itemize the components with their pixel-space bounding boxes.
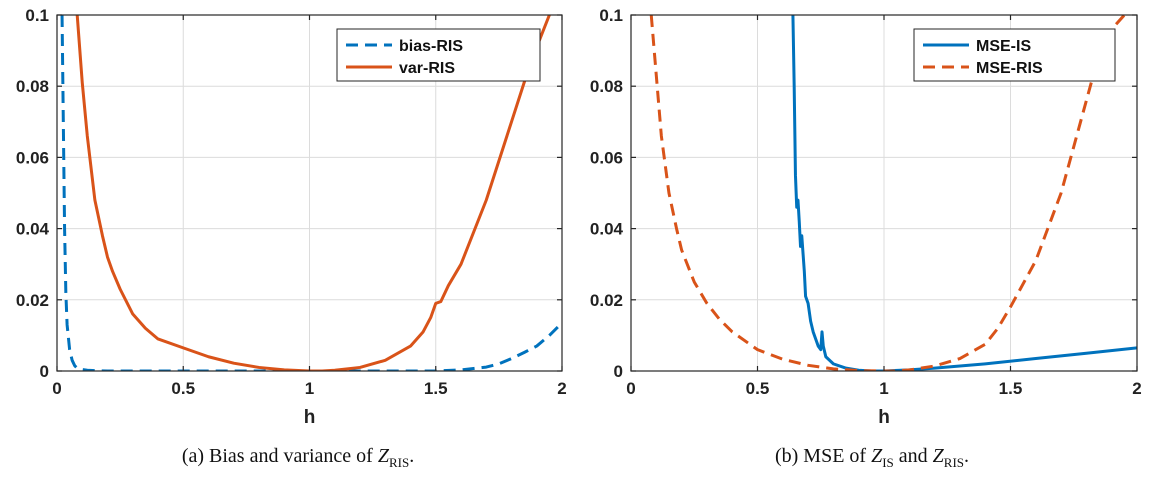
y-tick-label: 0.04 <box>590 220 624 239</box>
legend-label-mse-ris: MSE-RIS <box>976 60 1043 77</box>
caption-a-prefix: (a) Bias and variance of <box>182 445 378 467</box>
caption-b: (b) MSE of ZIS and ZRIS. <box>775 445 969 470</box>
y-tick-label: 0.1 <box>25 6 49 25</box>
y-tick-label: 0.08 <box>16 77 49 96</box>
legend: bias-RIS var-RIS <box>336 28 541 82</box>
y-tick-label: 0.06 <box>16 148 49 167</box>
x-tick-label: 1 <box>305 379 314 398</box>
y-tick-label: 0.02 <box>590 291 623 310</box>
x-tick-label: 1.5 <box>424 379 448 398</box>
y-tick-label: 0.02 <box>16 291 49 310</box>
panel-b-mse: 0 0.5 1 1.5 200.020.040.060.080.1hMSE-ISMSE-… <box>590 6 1142 428</box>
caption-a-symbol: Z <box>378 445 390 467</box>
caption-b-prefix: (b) MSE of <box>775 445 871 467</box>
x-tick-label: 2 <box>1132 379 1141 398</box>
caption-b-mid: and <box>894 445 933 467</box>
caption-b-suffix: . <box>964 445 969 467</box>
x-tick-label: 0 <box>626 379 635 398</box>
x-tick-label: 0.5 <box>171 379 195 398</box>
y-tick-label: 0.1 <box>599 6 623 25</box>
x-axis-label: h <box>878 407 890 428</box>
series-line-mse-ris <box>649 15 1126 371</box>
x-tick-label: 0 <box>52 379 61 398</box>
caption-b-symbol2: Z <box>933 445 945 467</box>
legend: MSE-IS MSE-RIS <box>913 28 1116 82</box>
y-tick-label: 0.04 <box>16 220 50 239</box>
panel-a-bias-variance: 0 0.5 1 1.5 2 0 0.02 0.04 0.06 0.08 0.1 h bias-RIS va… <box>16 6 567 428</box>
caption-a-suffix: . <box>409 445 414 467</box>
caption-b-sub2: RIS <box>944 455 964 470</box>
y-tick-label: 0.06 <box>590 148 623 167</box>
y-tick-label: 0.08 <box>590 77 623 96</box>
caption-b-symbol: Z <box>871 445 883 467</box>
caption-a: (a) Bias and variance of ZRIS. <box>182 445 414 470</box>
legend-label-mse-is: MSE-IS <box>976 38 1031 55</box>
legend-label-bias-ris: bias-RIS <box>399 38 463 55</box>
caption-a-sub: RIS <box>389 455 409 470</box>
x-tick-label: 0.5 <box>746 379 770 398</box>
y-tick-label: 0 <box>40 362 49 381</box>
legend-box <box>336 28 541 82</box>
series-line-var-ris <box>75 15 551 371</box>
legend-label-var-ris: var-RIS <box>399 60 455 77</box>
series-line-bias-ris <box>60 15 562 371</box>
y-tick-label: 0 <box>614 362 623 381</box>
x-axis-label: h <box>304 407 316 428</box>
legend-box <box>913 28 1116 82</box>
x-tick-label: 2 <box>557 379 566 398</box>
x-tick-label: 1 <box>879 379 888 398</box>
caption-b-sub: IS <box>882 455 894 470</box>
x-tick-label: 1.5 <box>999 379 1023 398</box>
